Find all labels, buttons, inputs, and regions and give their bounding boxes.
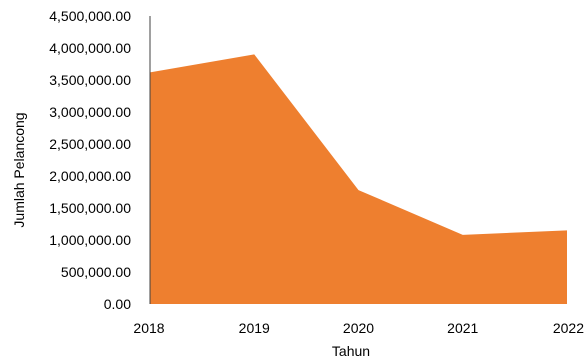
y-tick-label: 4,500,000.00 — [49, 8, 131, 24]
x-tick-label-2019: 2019 — [239, 320, 270, 336]
series-area — [150, 54, 567, 305]
x-tick-label-2018: 2018 — [133, 320, 164, 336]
y-tick-label: 3,000,000.00 — [49, 104, 131, 120]
y-tick-label: 3,500,000.00 — [49, 72, 131, 88]
y-tick-label: 1,000,000.00 — [49, 232, 131, 248]
y-tick-label: 2,500,000.00 — [49, 136, 131, 152]
y-tick-label: 1,500,000.00 — [49, 200, 131, 216]
x-tick-label-2020: 2020 — [343, 320, 374, 336]
x-tick-label-2022: 2022 — [553, 320, 584, 336]
y-tick-label: 0.00 — [104, 296, 131, 312]
y-tick-label: 4,000,000.00 — [49, 40, 131, 56]
y-axis-ticks: 0.00 500,000.00 1,000,000.00 1,500,000.00 2,… — [49, 8, 131, 312]
x-axis-title: Tahun — [332, 343, 370, 359]
y-tick-label: 500,000.00 — [61, 264, 131, 280]
plot-area — [150, 54, 567, 305]
x-axis-ticks: 2018 2019 2020 2021 2022 — [133, 320, 584, 336]
y-axis-title: Jumlah Pelancong — [11, 112, 27, 227]
x-tick-label-2021: 2021 — [447, 320, 478, 336]
y-tick-label: 2,000,000.00 — [49, 168, 131, 184]
